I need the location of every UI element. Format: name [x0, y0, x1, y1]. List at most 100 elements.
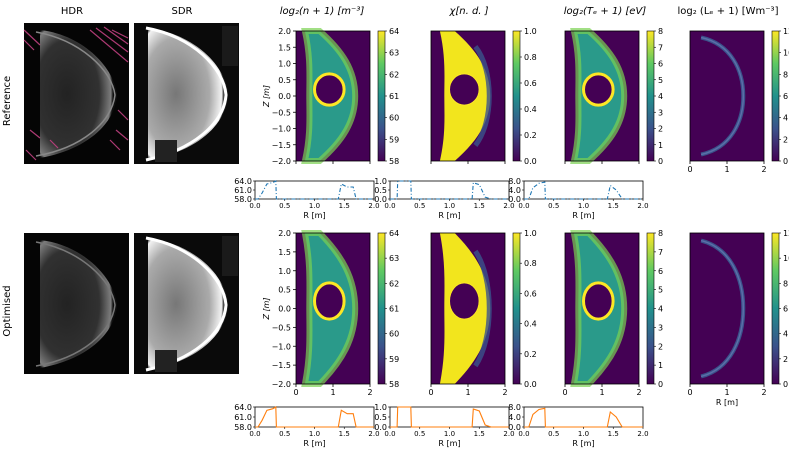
- r-tick-label: 2: [761, 388, 766, 397]
- colorbar-tick-label: 8: [658, 229, 663, 238]
- colorbar-chi-optimised: 1.0 0.8 0.6 0.4 0.2 0.0: [512, 229, 537, 389]
- profile-temperature-reference: 8.04.00.00.0 0.5 1.0 1.5 2.0R [m]: [508, 177, 648, 220]
- profile-x-tick-label: 0.0: [518, 202, 529, 210]
- col-title-temperature: log₂(Tₑ + 1) [eV]: [564, 6, 647, 17]
- hdr-optimised-image: [24, 233, 129, 374]
- profile-y-tick-label: 0.0: [508, 195, 521, 204]
- colorbar-tick-label: 5: [658, 286, 663, 295]
- profile-x-tick-label: 0.0: [518, 430, 529, 438]
- profile-x-tick-label: 1.5: [474, 202, 485, 210]
- colorbar-tick-label: 0.8: [524, 259, 537, 268]
- colorbar-tick-label: 1: [658, 141, 663, 150]
- profile-y-tick-label: 0.5: [374, 413, 387, 422]
- colorbar-tick-label: 0.0: [524, 157, 537, 166]
- colorbar-tick-label: 8: [783, 70, 788, 79]
- profile-y-tick-label: 64.0: [234, 403, 252, 412]
- profile-x-tick-label: 1.5: [608, 430, 619, 438]
- z-tick-label: 1.5: [278, 248, 291, 257]
- r-tick-label: 2: [502, 388, 507, 397]
- z-tick-label: 1.5: [278, 43, 291, 52]
- map-emission-reference: 0 1 2: [687, 30, 767, 174]
- profile-y-tick-label: 0.0: [374, 195, 387, 204]
- profile-x-tick-label: 0.5: [414, 430, 425, 438]
- profile-x-axis-label: R [m]: [303, 211, 325, 220]
- r-tick-label: 1: [599, 388, 604, 397]
- colorbar-density-reference: 64 63 62 61 60 59 58: [377, 27, 399, 166]
- z-tick-label: −0.5: [272, 323, 291, 332]
- z-axis-label: Z [m]: [262, 297, 271, 320]
- profile-y-tick-label: 1.0: [374, 177, 387, 186]
- colorbar-tick-label: 63: [389, 49, 399, 58]
- r-tick-label: 1: [724, 165, 729, 174]
- profile-x-tick-label: 1.0: [444, 202, 455, 210]
- z-tick-label: −0.5: [272, 108, 291, 117]
- profile-y-tick-label: 58.0: [234, 195, 252, 204]
- z-tick-label: −1.0: [272, 125, 291, 134]
- colorbar-tick-label: 3: [658, 323, 663, 332]
- colorbar-tick-label: 4: [783, 330, 788, 339]
- colorbar-tick-label: 63: [389, 254, 399, 263]
- colorbar-tick-label: 0.4: [524, 105, 537, 114]
- colorbar-tick-label: 6: [783, 92, 788, 101]
- map-temperature-optimised: 0 1 2: [562, 230, 642, 397]
- map-temperature-reference: [564, 28, 640, 164]
- colorbar-density-optimised: 64 63 62 61 60 59 58: [377, 229, 399, 389]
- profile-x-tick-label: 2.0: [637, 430, 648, 438]
- profile-density-reference: 64.061.058.00.0 0.5 1.0 1.5 2.0 R [m]: [234, 177, 379, 220]
- profile-y-tick-label: 4.0: [508, 186, 521, 195]
- r-axis-label: R [m]: [716, 398, 738, 407]
- profile-line-optimised: [255, 406, 374, 428]
- z-tick-label: 1.0: [278, 60, 291, 69]
- colorbar-tick-label: 59: [389, 135, 399, 144]
- colorbar-tick-label: 64: [389, 229, 399, 238]
- sdr-reference-image: [134, 23, 239, 164]
- colorbar-tick-label: 4: [658, 305, 663, 314]
- col-title-emission: log₂ (Lₑ + 1) [Wm⁻³]: [678, 6, 779, 17]
- z-tick-label: 2.0: [278, 229, 291, 238]
- z-tick-label: −2.0: [272, 380, 291, 389]
- colorbar-tick-label: 6: [658, 267, 663, 276]
- profile-x-tick-label: 0.5: [414, 202, 425, 210]
- profile-line-reference: [524, 181, 643, 200]
- profile-x-tick-label: 2.0: [637, 202, 648, 210]
- profile-x-tick-label: 0.5: [548, 202, 559, 210]
- colorbar-tick-label: 1: [658, 361, 663, 370]
- profile-y-tick-label: 8.0: [508, 177, 521, 186]
- profile-x-axis-label: R [m]: [572, 211, 594, 220]
- profile-x-tick-label: 1.0: [578, 202, 589, 210]
- map-emission-optimised: 0 1 2 R [m]: [687, 232, 767, 407]
- colorbar-tick-label: 2: [658, 342, 663, 351]
- profile-x-tick-label: 0.5: [279, 202, 290, 210]
- map-density-reference: 2.0 1.5 1.0 0.5 0.0 −0.5 −1.0 −1.5 −2.0 Z [m]: [262, 27, 371, 166]
- profile-y-tick-label: 0.0: [508, 423, 521, 432]
- colorbar-tick-label: 62: [389, 279, 399, 288]
- colorbar-emission-optimised: 12 10 8 6 4 2 0: [771, 229, 789, 389]
- profile-x-axis-label: R [m]: [438, 439, 460, 448]
- profile-x-tick-label: 1.5: [474, 430, 485, 438]
- profile-line-optimised: [390, 406, 509, 428]
- profile-x-tick-label: 1.0: [578, 430, 589, 438]
- z-tick-label: −2.0: [272, 157, 291, 166]
- colorbar-tick-label: 0.8: [524, 53, 537, 62]
- profile-x-tick-label: 2.0: [368, 202, 379, 210]
- colorbar-tick-label: 64: [389, 27, 399, 36]
- profile-x-tick-label: 2.0: [503, 430, 514, 438]
- colorbar-tick-label: 7: [658, 248, 663, 257]
- colorbar-tick-label: 2: [658, 125, 663, 134]
- r-tick-label: 1: [330, 388, 335, 397]
- colorbar-tick-label: 4: [783, 114, 788, 123]
- profile-x-tick-label: 1.0: [444, 430, 455, 438]
- colorbar-tick-label: 0.6: [524, 79, 537, 88]
- profile-y-tick-label: 0.5: [374, 186, 387, 195]
- profile-y-tick-label: 0.0: [374, 423, 387, 432]
- z-tick-label: 0.5: [278, 76, 291, 85]
- colorbar-tick-label: 60: [389, 114, 399, 123]
- profile-x-tick-label: 0.0: [249, 202, 260, 210]
- r-tick-label: 1: [465, 388, 470, 397]
- colorbar-temperature-optimised: 8 7 6 5 4 3 2 1 0: [646, 229, 663, 389]
- r-tick-label: 0: [428, 388, 433, 397]
- colorbar-tick-label: 12: [783, 27, 789, 36]
- profile-chi-reference: 1.00.50.00.0 0.5 1.0 1.5 2.0R [m]: [374, 177, 514, 220]
- hdr-reference-image: [23, 23, 129, 164]
